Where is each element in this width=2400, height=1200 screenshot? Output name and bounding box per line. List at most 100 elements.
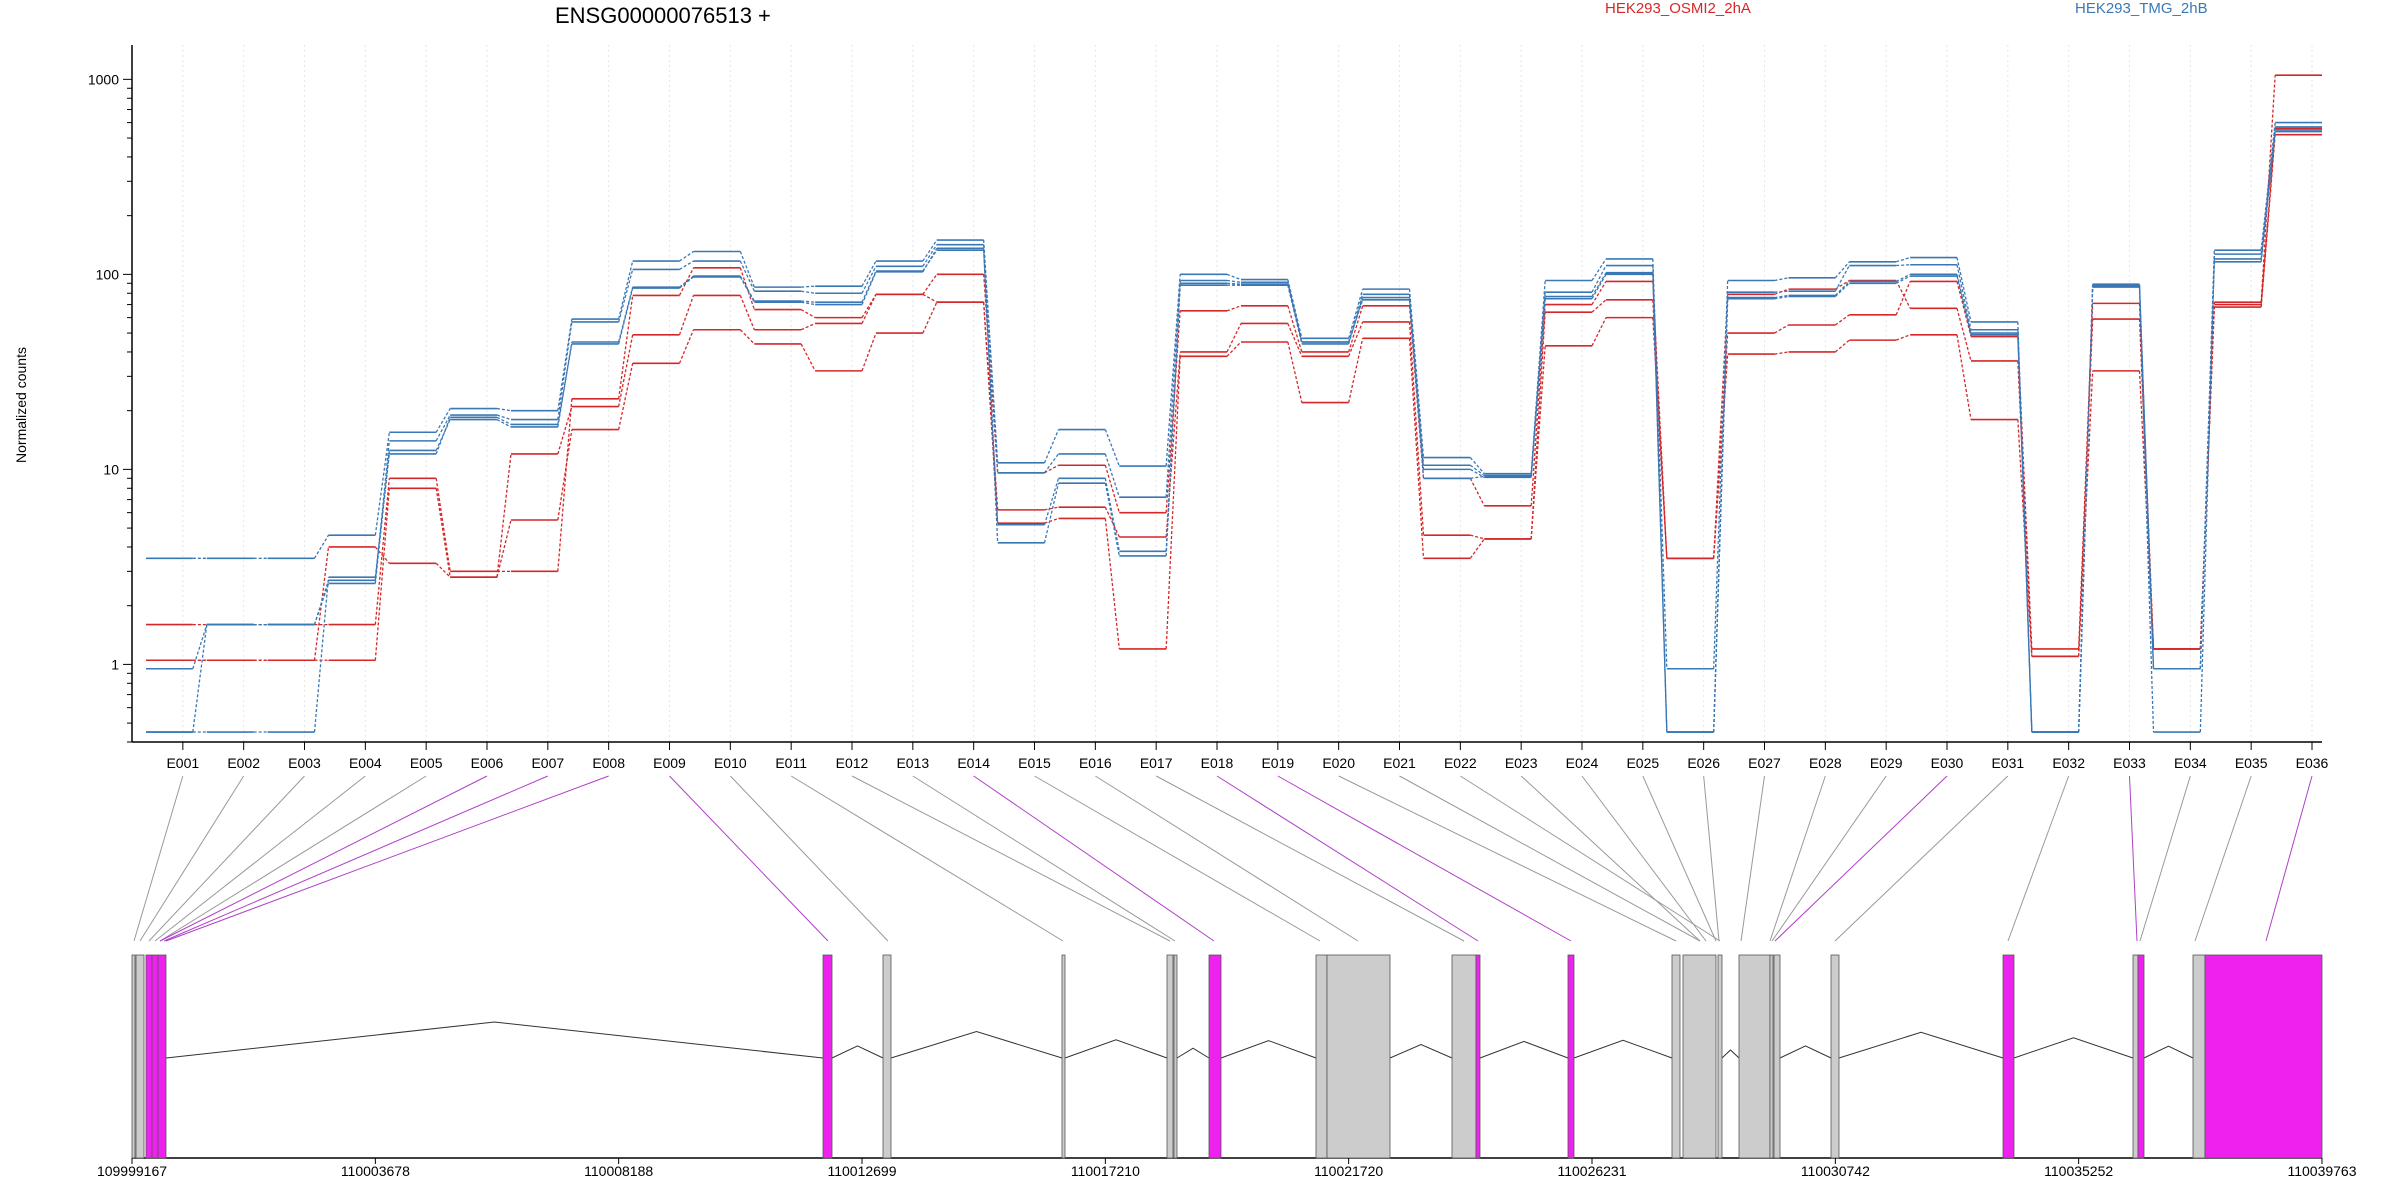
- series-connector: [1044, 506, 1059, 511]
- series-tmg-4: [146, 126, 2322, 733]
- x-tick-label: E014: [957, 755, 990, 771]
- intron-line: [1573, 1039, 1673, 1059]
- series-connector: [1469, 478, 1485, 507]
- series-connector: [313, 534, 330, 559]
- series-connector: [678, 267, 695, 296]
- series-connector: [1165, 310, 1181, 513]
- exon-connector: [2129, 775, 2138, 942]
- series-connector: [1895, 275, 1911, 284]
- series-lines: [146, 74, 2322, 733]
- genome-tick-label: 110035252: [2044, 1163, 2113, 1179]
- x-tick-label: E033: [2113, 755, 2146, 771]
- exon-highlighted: [1567, 954, 1575, 1159]
- series-connector: [1470, 534, 1485, 540]
- legend-entry-tmg: HEK293_TMG_2hB: [2075, 0, 2208, 17]
- series-connector: [1104, 506, 1120, 538]
- series-connector: [1774, 295, 1789, 300]
- series-connector: [1348, 297, 1364, 345]
- series-connector: [1834, 282, 1850, 297]
- series-connector: [861, 271, 877, 305]
- series-connector: [557, 406, 573, 455]
- series-connector: [1348, 294, 1364, 343]
- series-connector: [1591, 272, 1607, 297]
- exon-connector: [1216, 775, 1479, 942]
- series-connector: [1043, 453, 1060, 474]
- exon-connector: [2194, 775, 2252, 942]
- series-connector: [1470, 475, 1485, 479]
- exon-connector: [1774, 775, 1948, 942]
- series-connector: [679, 276, 694, 289]
- exon-connector: [139, 775, 245, 942]
- series-connector: [618, 260, 634, 320]
- x-tick-label: E004: [349, 755, 382, 771]
- series-connector: [374, 453, 390, 578]
- series-connector: [1895, 281, 1911, 316]
- exon-connector: [1399, 775, 1701, 942]
- series-connector: [618, 363, 634, 430]
- series-connector: [1470, 468, 1485, 478]
- exon-connector: [1460, 775, 1721, 942]
- x-tick-label: E021: [1383, 755, 1416, 771]
- series-connector: [2199, 261, 2215, 669]
- intron-line: [2013, 1037, 2134, 1059]
- exon: [135, 954, 145, 1159]
- exon-connector: [1642, 775, 1717, 942]
- exon: [1166, 954, 1174, 1159]
- intron-line: [2143, 1045, 2194, 1059]
- series-connector: [618, 295, 634, 399]
- x-tick-label: E028: [1809, 755, 1842, 771]
- series-connector: [1165, 356, 1181, 649]
- series-connector: [679, 260, 694, 270]
- series-connector: [1043, 482, 1060, 543]
- series-connector: [1348, 288, 1364, 339]
- series-osmi2-2: [146, 133, 2322, 662]
- exon-highlighted: [1475, 954, 1481, 1159]
- series-connector: [557, 321, 573, 420]
- series-osmi2-1: [146, 127, 2322, 662]
- series-connector: [496, 407, 512, 412]
- series-connector: [922, 301, 938, 334]
- genome-tick-label: 110012699: [827, 1163, 896, 1179]
- series-connector: [1348, 321, 1364, 357]
- intron-line: [1779, 1045, 1832, 1059]
- series-connector: [1348, 305, 1364, 353]
- x-tick-label: E015: [1018, 755, 1051, 771]
- series-connector: [861, 332, 877, 372]
- series-connector: [1834, 339, 1850, 353]
- series-connector: [861, 294, 877, 324]
- series-connector: [1896, 264, 1911, 267]
- series-connector: [374, 546, 390, 564]
- series-tmg-3: [146, 121, 2322, 733]
- series-connector: [1165, 280, 1181, 498]
- x-tick-label: E029: [1870, 755, 1903, 771]
- series-connector: [2138, 287, 2155, 669]
- series-connector: [1774, 351, 1789, 355]
- exon: [2192, 954, 2206, 1159]
- series-connector: [861, 293, 877, 318]
- y-axis-label: Normalized counts: [13, 347, 29, 463]
- exon-connector: [973, 775, 1215, 942]
- series-connector: [1104, 465, 1120, 513]
- exon: [1830, 954, 1840, 1159]
- series-connector: [618, 334, 634, 407]
- legend-entry-osmi2: HEK293_OSMI2_2hA: [1605, 0, 1751, 17]
- exon-connector: [851, 775, 1171, 942]
- series-connector: [1044, 464, 1059, 474]
- series-connector: [1530, 304, 1546, 506]
- series-connector: [679, 275, 694, 288]
- series-connector: [1652, 258, 1668, 669]
- intron-line: [1479, 1040, 1569, 1059]
- series-connector: [801, 290, 816, 294]
- series-connector: [678, 295, 695, 335]
- intron-line: [831, 1045, 884, 1059]
- genome-tick-label: 110017210: [1071, 1163, 1140, 1179]
- series-connector: [922, 293, 938, 303]
- exon: [1173, 954, 1178, 1159]
- x-tick-label: E036: [2296, 755, 2329, 771]
- series-connector: [739, 260, 755, 292]
- series-connector: [1713, 298, 1729, 733]
- x-tick-label: E032: [2052, 755, 2085, 771]
- x-tick-label: E012: [836, 755, 869, 771]
- series-connector: [557, 343, 573, 425]
- series-connector: [2260, 128, 2276, 305]
